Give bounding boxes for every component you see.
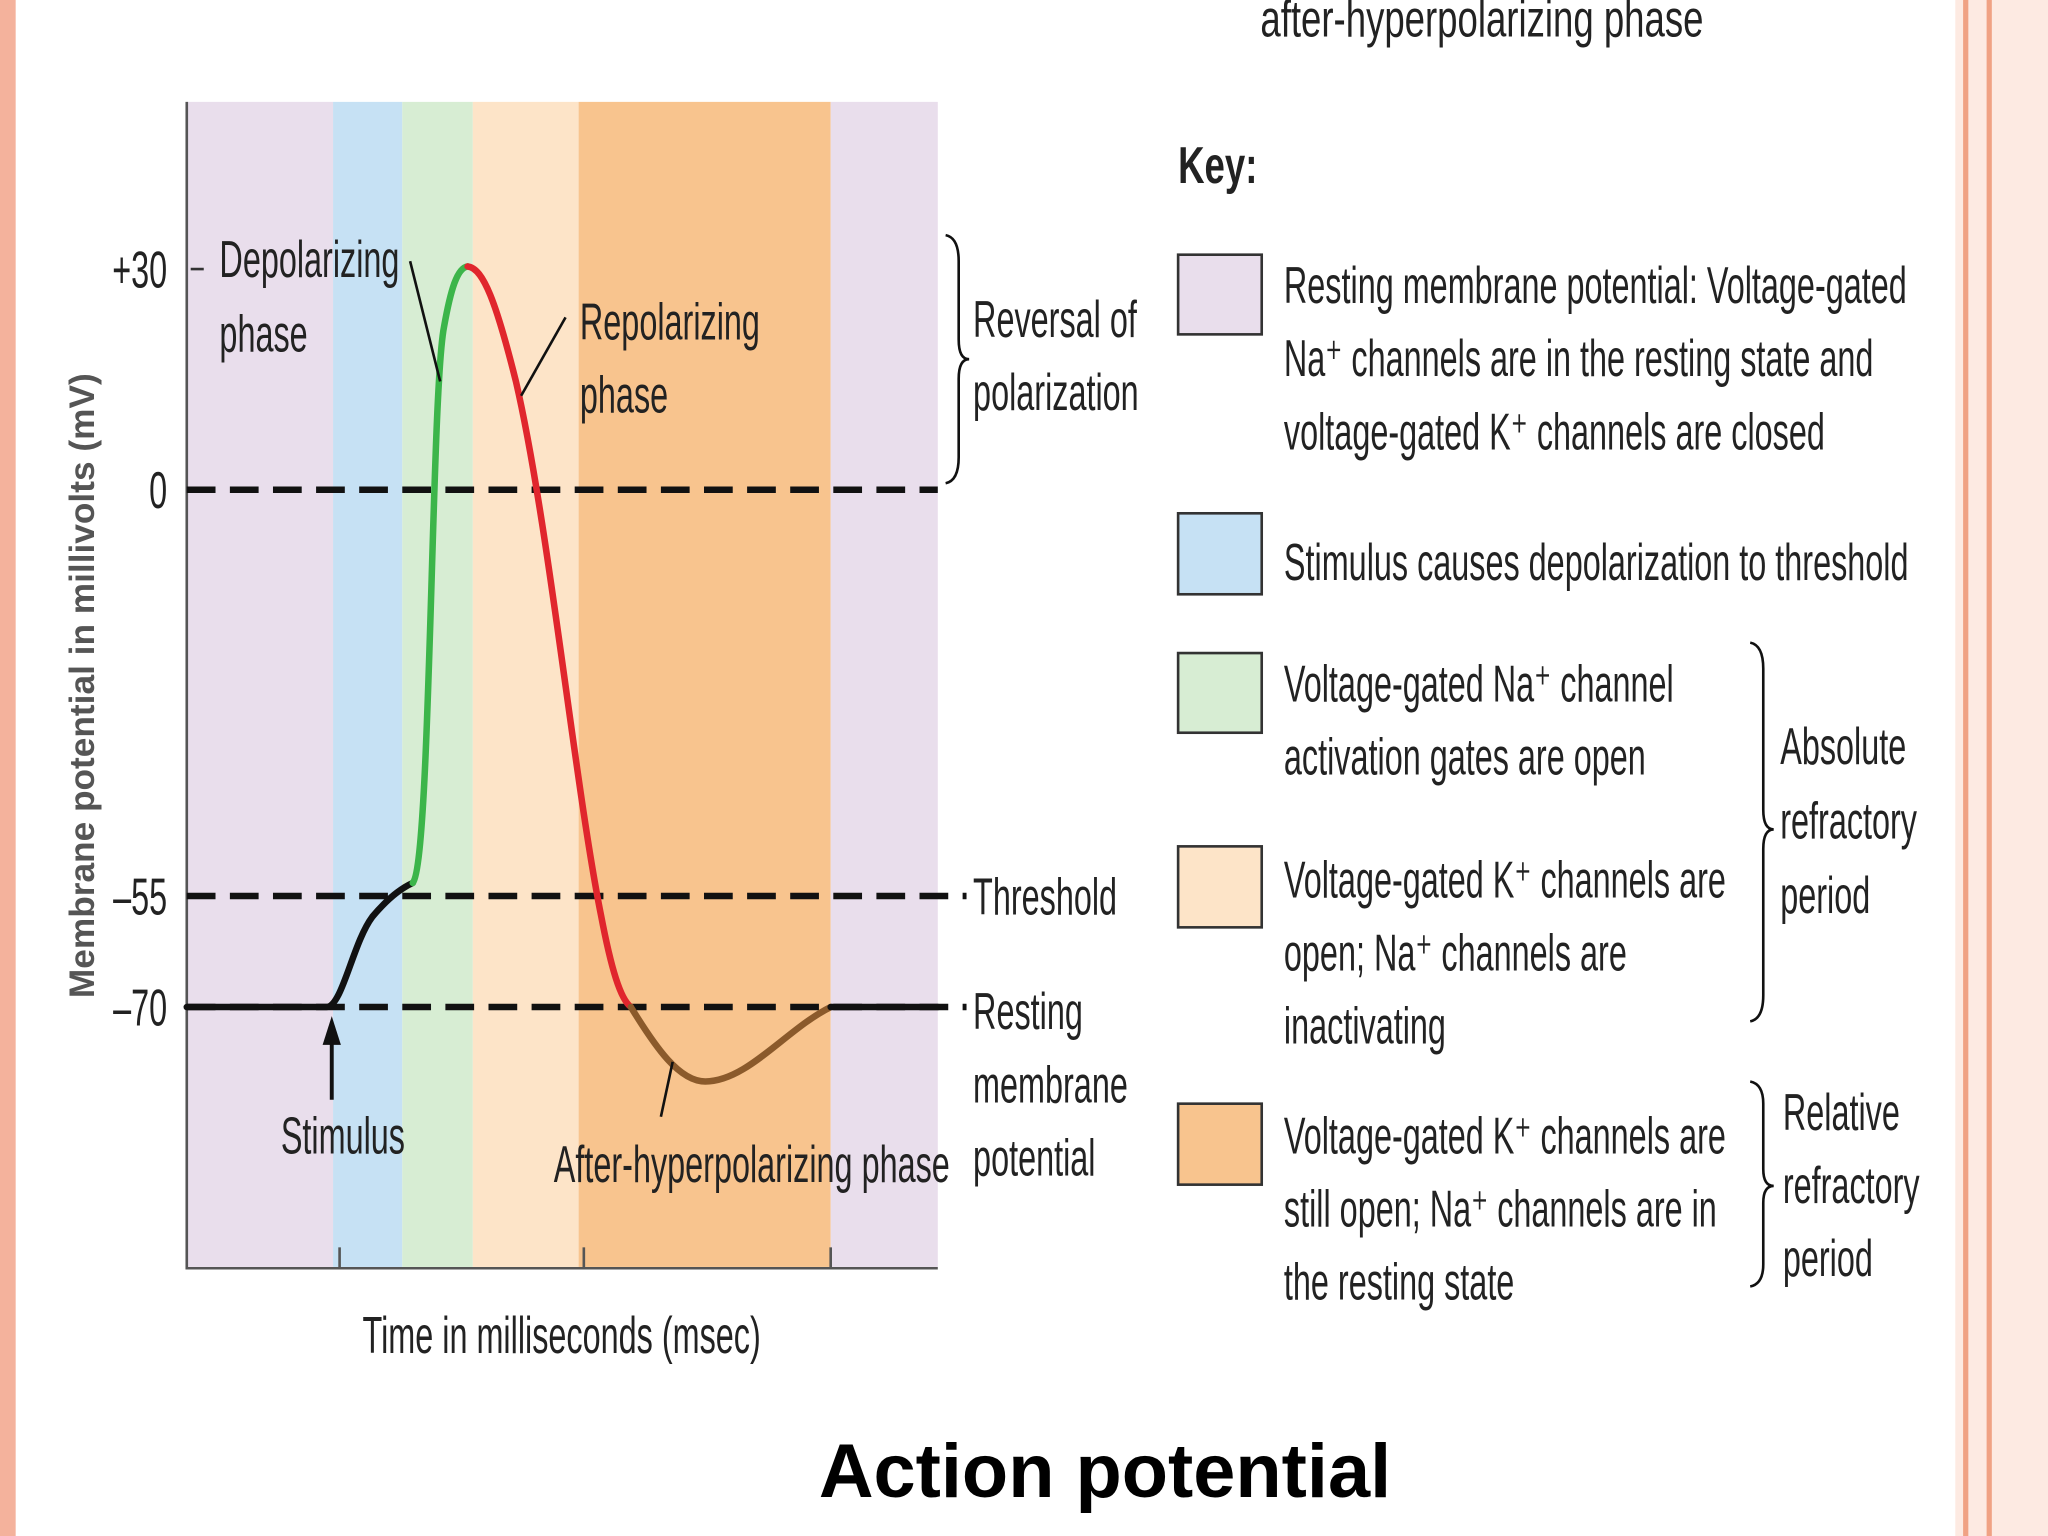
key-box <box>1176 253 1264 336</box>
brace <box>1749 641 1774 1023</box>
curve-stimulus <box>183 879 416 1011</box>
bracket-label: Absolute <box>1780 718 1906 776</box>
y-tick-label: –70 <box>113 980 167 1038</box>
y-tick-label: –55 <box>113 869 167 927</box>
annotation: Resting <box>973 984 1083 1042</box>
curve-repolarizing <box>464 263 635 1011</box>
key-box <box>1176 1102 1264 1186</box>
key-text: voltage-gated K⁺ channels are closed <box>1284 404 1825 462</box>
key-text: Na⁺ channels are in the resting state an… <box>1284 330 1874 388</box>
x-ticks <box>338 1247 832 1269</box>
stimulus-arrowhead <box>322 1016 341 1045</box>
key-title: Key: <box>1178 135 1257 194</box>
annotation: Depolarizing <box>219 231 399 289</box>
key-text: the resting state <box>1284 1254 1514 1312</box>
annotation: Threshold <box>973 869 1117 927</box>
curve-after-hyperpolarizing <box>627 1003 834 1085</box>
annotation: phase <box>580 367 668 425</box>
leader-lines <box>329 233 1774 1288</box>
key-box <box>1176 651 1264 735</box>
key-text: Voltage-gated K⁺ channels are <box>1284 852 1726 910</box>
bracket-label: Relative <box>1783 1084 1900 1142</box>
key-text: activation gates are open <box>1284 729 1646 787</box>
brace <box>945 233 970 485</box>
annotation: Reversal of <box>973 291 1137 349</box>
bracket-label: period <box>1780 867 1870 925</box>
band-stimulus <box>333 101 403 1267</box>
key-text: Stimulus causes depolarization to thresh… <box>1284 534 1909 592</box>
key-box <box>1176 511 1264 596</box>
y-tick-label: 0 <box>149 462 167 520</box>
leader-line <box>408 260 442 382</box>
phase-bands <box>186 101 938 1267</box>
band-resting <box>830 101 938 1267</box>
key-text: open; Na⁺ channels are <box>1284 925 1627 983</box>
annotation: potential <box>973 1130 1095 1188</box>
annotation: membrane <box>973 1057 1128 1115</box>
curve-depolarizing <box>409 263 471 887</box>
bracket-label: refractory <box>1780 793 1917 851</box>
key-text: still open; Na⁺ channels are in <box>1284 1181 1717 1239</box>
slide-title: Action potential <box>819 1429 1391 1514</box>
left-border <box>0 0 16 1536</box>
y-tick-label: +30 <box>112 242 167 300</box>
right-border <box>1955 0 2048 1536</box>
annotation: After-hyperpolarizing phase <box>554 1136 950 1194</box>
key-text: Voltage-gated Na⁺ channel <box>1284 656 1674 714</box>
action-potential-curve <box>183 263 942 1085</box>
y-axis-label: Membrane potential in millivolts (mV) <box>63 373 102 998</box>
key-text: Resting membrane potential: Voltage-gate… <box>1284 257 1907 315</box>
band-resting <box>186 101 334 1267</box>
bracket-label: period <box>1783 1230 1873 1288</box>
annotation: phase <box>219 306 307 364</box>
key-text: Voltage-gated K⁺ channels are <box>1284 1108 1726 1166</box>
bracket-label: refractory <box>1783 1157 1920 1215</box>
key-box <box>1176 845 1264 929</box>
band-na-open <box>402 101 473 1267</box>
annotation: Stimulus <box>281 1108 405 1166</box>
key-text: inactivating <box>1284 998 1446 1056</box>
leader-line <box>659 1061 674 1118</box>
brace <box>1749 1080 1774 1288</box>
leader-line <box>520 316 567 397</box>
key-boxes <box>1176 253 1264 1186</box>
annotation: polarization <box>973 364 1139 422</box>
cut-heading: after-hyperpolarizing phase <box>1260 0 1703 48</box>
band-k-still-open <box>578 101 831 1267</box>
annotation: Repolarizing <box>580 294 760 352</box>
x-axis-label: Time in milliseconds (msec) <box>363 1307 761 1365</box>
